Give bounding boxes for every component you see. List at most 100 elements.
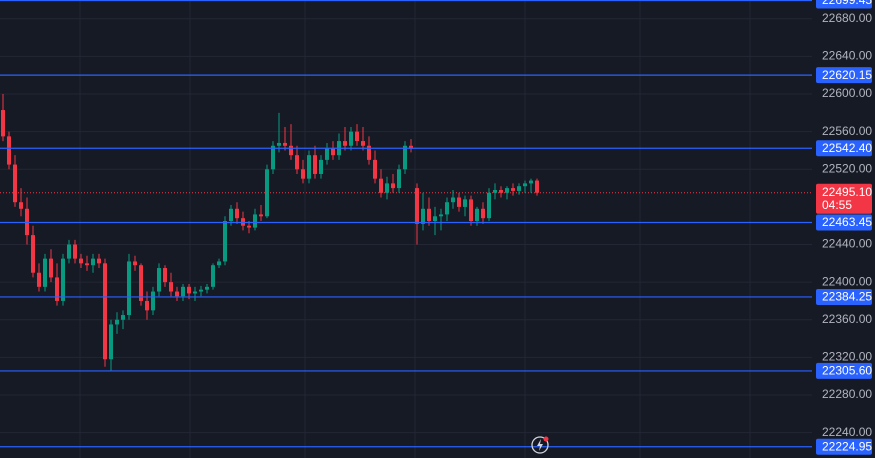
candle-body bbox=[415, 188, 419, 224]
candle-body bbox=[367, 145, 371, 160]
candle-body bbox=[505, 188, 509, 193]
candle-body bbox=[529, 180, 533, 184]
candle-body bbox=[439, 214, 443, 217]
candle-body bbox=[475, 208, 479, 222]
y-tick-label: 22560.00 bbox=[822, 124, 872, 138]
candle-body bbox=[139, 265, 143, 301]
candle-body bbox=[217, 261, 221, 266]
level-label: 22699.45 bbox=[822, 0, 872, 7]
candle-body bbox=[91, 258, 95, 266]
candle-body bbox=[175, 291, 179, 297]
candle-body bbox=[253, 214, 257, 228]
candle-body bbox=[229, 208, 233, 222]
candle-body bbox=[481, 208, 485, 219]
candle-body bbox=[7, 136, 11, 165]
last-price-label: 22495.10 bbox=[822, 185, 872, 199]
candle-body bbox=[115, 319, 119, 325]
candle-body bbox=[283, 142, 287, 146]
candle-body bbox=[307, 155, 311, 179]
y-tick-label: 22520.00 bbox=[822, 161, 872, 175]
candle-body bbox=[73, 244, 77, 259]
candle-body bbox=[13, 164, 17, 203]
y-tick-label: 22640.00 bbox=[822, 49, 872, 63]
y-tick-label: 22360.00 bbox=[822, 312, 872, 326]
candle-body bbox=[271, 145, 275, 170]
level-label: 22305.60 bbox=[822, 364, 872, 378]
y-tick-label: 22240.00 bbox=[822, 425, 872, 439]
candle-body bbox=[37, 272, 41, 287]
candle-body bbox=[199, 289, 203, 292]
candle-body bbox=[247, 225, 251, 228]
level-label: 22620.15 bbox=[822, 68, 872, 82]
candle-body bbox=[19, 202, 23, 209]
level-label: 22224.95 bbox=[822, 439, 872, 453]
candle-body bbox=[211, 265, 215, 287]
candle-body bbox=[187, 286, 191, 294]
candle-body bbox=[133, 261, 137, 266]
candle-body bbox=[403, 145, 407, 170]
candle-body bbox=[193, 291, 197, 294]
candle-body bbox=[349, 131, 353, 146]
candle-body bbox=[391, 183, 395, 189]
candle-body bbox=[373, 159, 377, 179]
candle-body bbox=[517, 186, 521, 191]
y-tick-label: 22280.00 bbox=[822, 387, 872, 401]
candle-body bbox=[421, 208, 425, 224]
level-label: 22384.25 bbox=[822, 290, 872, 304]
candle-body bbox=[535, 180, 539, 193]
candle-body bbox=[85, 263, 89, 266]
candle-body bbox=[289, 145, 293, 156]
candle-body bbox=[451, 197, 455, 203]
candle-body bbox=[427, 208, 431, 222]
candle-body bbox=[43, 258, 47, 287]
candle-body bbox=[487, 192, 491, 219]
candle-body bbox=[169, 282, 173, 292]
candle-body bbox=[433, 216, 437, 222]
candle-body bbox=[295, 155, 299, 170]
candle-body bbox=[109, 324, 113, 360]
candle-body bbox=[259, 214, 263, 217]
countdown: 04:55 bbox=[822, 198, 852, 212]
candle-body bbox=[511, 188, 515, 191]
candle-body bbox=[145, 300, 149, 311]
candle-body bbox=[343, 141, 347, 146]
level-label-box bbox=[816, 140, 872, 157]
vertical-grid bbox=[79, 0, 751, 458]
candle-body bbox=[1, 110, 5, 137]
candle-body bbox=[157, 268, 161, 292]
candle-body bbox=[103, 263, 107, 360]
candle-body bbox=[361, 141, 365, 146]
candle-body bbox=[61, 258, 65, 301]
candle-body bbox=[121, 315, 125, 320]
y-tick-label: 22600.00 bbox=[822, 86, 872, 100]
candle-body bbox=[355, 131, 359, 142]
candle-body bbox=[79, 258, 83, 264]
candle-body bbox=[463, 199, 467, 207]
alert-icon[interactable] bbox=[531, 436, 549, 454]
y-tick-label: 22320.00 bbox=[822, 350, 872, 364]
candle-body bbox=[325, 148, 329, 160]
level-label-box bbox=[816, 0, 872, 9]
candle-body bbox=[97, 258, 101, 264]
level-label-box bbox=[816, 288, 872, 305]
last-price-box bbox=[816, 183, 872, 214]
candle-body bbox=[67, 244, 71, 259]
candle-body bbox=[469, 199, 473, 222]
candle-body bbox=[277, 142, 281, 146]
candle-body bbox=[223, 221, 227, 262]
y-tick-label: 22400.00 bbox=[822, 274, 872, 288]
candle-body bbox=[163, 268, 167, 283]
level-label-box bbox=[816, 67, 872, 84]
level-label-box bbox=[816, 438, 872, 455]
candle-body bbox=[499, 189, 503, 193]
candle-body bbox=[127, 261, 131, 316]
level-label: 22542.40 bbox=[822, 141, 872, 155]
candle-body bbox=[331, 148, 335, 156]
candle-body bbox=[523, 183, 527, 187]
candle-body bbox=[151, 291, 155, 311]
candle-body bbox=[493, 189, 497, 193]
candle-body bbox=[313, 155, 317, 174]
candle-body bbox=[301, 169, 305, 179]
candle-body bbox=[205, 286, 209, 290]
